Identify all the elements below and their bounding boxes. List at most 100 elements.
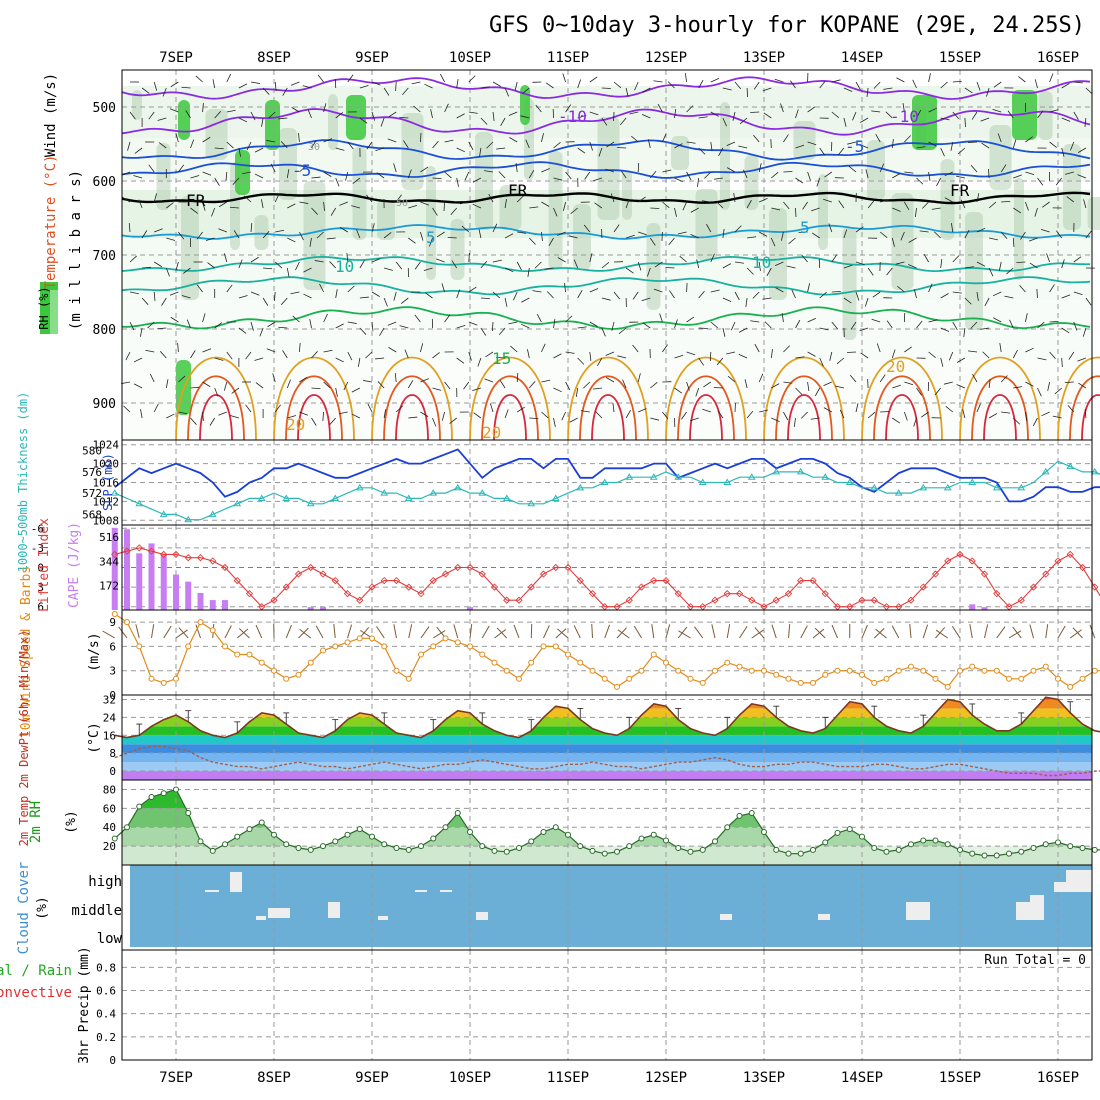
upper-wind-barb bbox=[129, 321, 135, 331]
upper-wind-barb bbox=[541, 201, 550, 207]
upper-wind-barb bbox=[876, 343, 881, 353]
wind-speed-point bbox=[565, 651, 571, 658]
upper-wind-barb bbox=[919, 230, 929, 233]
upper-wind-barb bbox=[226, 284, 233, 293]
wind-speed-point bbox=[834, 667, 841, 674]
upper-wind-barb bbox=[1061, 147, 1065, 157]
wind-speed-point bbox=[773, 671, 780, 678]
wind-barb bbox=[694, 626, 704, 639]
lifted-index-point bbox=[343, 590, 352, 598]
upper-wind-barb bbox=[668, 237, 675, 246]
warm-dome-2-1 bbox=[383, 375, 441, 441]
rh-point bbox=[369, 833, 375, 840]
upper-wind-barb bbox=[592, 387, 602, 390]
wind-barb bbox=[754, 627, 765, 639]
lifted-index-point bbox=[735, 590, 744, 598]
wind-speed-point bbox=[454, 639, 461, 646]
wind-barb bbox=[255, 625, 263, 639]
upper-wind-barb bbox=[351, 387, 361, 393]
upper-wind-barb bbox=[625, 87, 629, 97]
upper-wind-barb bbox=[399, 116, 409, 119]
rh-point bbox=[185, 810, 192, 817]
upper-wind-barb bbox=[928, 141, 937, 147]
upper-wind-barb bbox=[807, 283, 811, 293]
upper-wind-barb bbox=[662, 133, 667, 143]
rh-point bbox=[650, 831, 657, 838]
upper-wind-barb bbox=[1025, 313, 1028, 323]
upper-wind-barb bbox=[758, 261, 761, 271]
upper-wind-barb bbox=[753, 81, 760, 90]
upper-wind-barb bbox=[178, 231, 185, 240]
upper-wind-barb bbox=[441, 283, 445, 293]
upper-wind-barb bbox=[408, 416, 418, 419]
rh-blob-20 bbox=[622, 170, 632, 220]
upper-wind-barb bbox=[839, 409, 845, 419]
wind-barb bbox=[299, 628, 312, 639]
upper-wind-barb bbox=[1061, 357, 1063, 368]
temp-contour-7 bbox=[121, 276, 1091, 296]
upper-wind-barb bbox=[956, 357, 966, 363]
date-top-2: 9SEP bbox=[355, 50, 389, 66]
rh-point bbox=[552, 824, 559, 831]
warm-dome-6-0 bbox=[763, 356, 845, 441]
wind-speed-point bbox=[614, 683, 620, 690]
upper-wind-barb bbox=[527, 349, 530, 359]
upper-wind-barb bbox=[121, 171, 131, 176]
wind-speed-point bbox=[124, 619, 130, 626]
upper-wind-barb bbox=[238, 117, 248, 123]
precip-tick-0: 0.8 bbox=[96, 961, 116, 974]
upper-wind-barb bbox=[913, 289, 917, 299]
upper-wind-barb bbox=[698, 147, 706, 155]
upper-wind-barb bbox=[311, 351, 318, 359]
date-top-5: 12SEP bbox=[645, 50, 687, 66]
upper-wind-barb bbox=[169, 291, 179, 296]
upper-wind-barb bbox=[516, 372, 519, 383]
warm-dome-0-0 bbox=[175, 356, 257, 441]
upper-wind-barb bbox=[831, 111, 840, 118]
wind-tick-2: 3 bbox=[109, 665, 116, 678]
upper-wind-barb bbox=[801, 254, 808, 263]
upper-wind-barb bbox=[407, 380, 414, 389]
upper-wind-barb bbox=[637, 373, 641, 383]
wind-speed-point bbox=[650, 651, 657, 658]
temp-tick-1: 24 bbox=[103, 711, 117, 724]
rh-point bbox=[871, 845, 878, 851]
rh-point bbox=[920, 837, 927, 844]
wind-barb bbox=[873, 627, 885, 639]
rh-point bbox=[271, 831, 277, 838]
upper-wind-barb bbox=[831, 79, 841, 83]
upper-wind-barb bbox=[411, 81, 421, 85]
upper-wind-barb bbox=[584, 171, 591, 180]
lifted-index-point bbox=[527, 583, 535, 591]
rh-tick-2: 40 bbox=[103, 821, 116, 834]
thickness-point bbox=[600, 478, 609, 485]
upper-wind-barb bbox=[625, 410, 631, 419]
cloud-gap-2 bbox=[256, 916, 266, 920]
wind-barb bbox=[788, 624, 791, 639]
rh-point bbox=[993, 852, 1000, 859]
upper-wind-barb bbox=[190, 350, 196, 359]
upper-wind-barb bbox=[646, 267, 651, 277]
lifted-index-point bbox=[931, 570, 940, 578]
upper-wind-barb bbox=[641, 297, 651, 302]
warm-dome-2-2 bbox=[395, 394, 429, 441]
rh-band-5 bbox=[122, 360, 1092, 440]
upper-wind-barb bbox=[473, 412, 482, 419]
upper-wind-barb bbox=[771, 383, 780, 389]
upper-wind-barb bbox=[701, 200, 711, 203]
upper-wind-barb bbox=[610, 193, 615, 203]
upper-wind-barb bbox=[686, 351, 696, 356]
upper-wind-barb bbox=[138, 199, 143, 209]
rh-point bbox=[1030, 845, 1037, 851]
upper-wind-barb bbox=[209, 417, 216, 426]
cloud-tick-2: low bbox=[97, 931, 123, 947]
upper-ytick-1: 600 bbox=[93, 175, 116, 190]
slp-tick-2: 1016 bbox=[93, 477, 120, 490]
upper-wind-barb bbox=[274, 404, 281, 413]
upper-wind-barb bbox=[196, 284, 203, 293]
rh-point bbox=[418, 843, 424, 850]
wind-barb bbox=[135, 624, 140, 639]
upper-wind-barb bbox=[311, 140, 317, 149]
upper-wind-barb bbox=[998, 261, 1002, 271]
date-top-9: 16SEP bbox=[1037, 50, 1079, 66]
